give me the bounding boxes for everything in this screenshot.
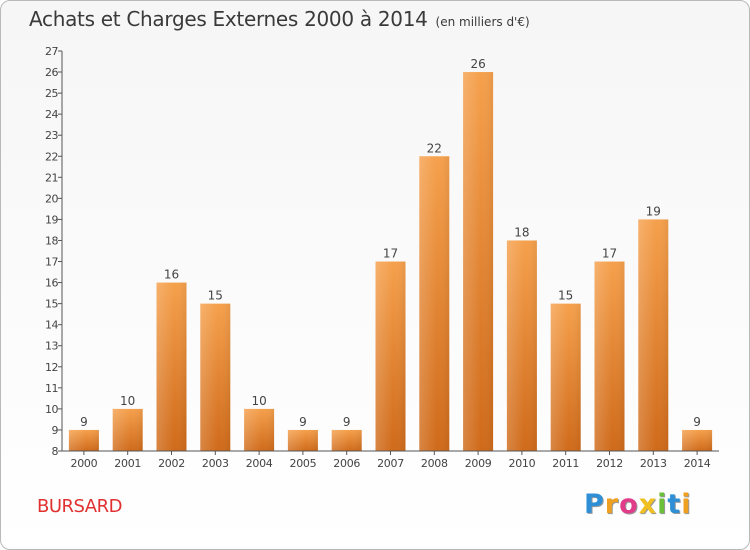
bar-value-label: 10 — [251, 394, 266, 408]
logo-letter: i — [681, 489, 692, 520]
bar-value-label: 15 — [208, 289, 223, 303]
x-tick-label: 2004 — [246, 457, 273, 470]
bar-value-label: 9 — [693, 415, 701, 429]
x-tick-label: 2010 — [509, 457, 536, 470]
bar-shine-2004 — [244, 408, 275, 451]
bar-shine-2010 — [506, 240, 537, 451]
logo-letter: P — [584, 489, 605, 520]
bar-shine-2012 — [594, 261, 625, 451]
bar-value-label: 17 — [602, 247, 617, 261]
bar-shine-2013 — [638, 219, 669, 451]
bar-shine-2001 — [112, 408, 143, 451]
bar-shine-2014 — [682, 429, 713, 451]
y-tick-label: 17 — [45, 256, 58, 269]
y-tick-label: 15 — [45, 298, 58, 311]
x-tick-label: 2007 — [377, 457, 404, 470]
x-tick-label: 2000 — [71, 457, 98, 470]
chart-title: Achats et Charges Externes 2000 à 2014 (e… — [29, 7, 530, 31]
x-tick-label: 2014 — [684, 457, 711, 470]
logo-letter: r — [604, 489, 620, 520]
bar-value-label: 10 — [120, 394, 135, 408]
x-tick-label: 2008 — [421, 457, 448, 470]
bar-shine-2005 — [287, 429, 318, 451]
y-tick-label: 8 — [52, 445, 59, 458]
bar-value-label: 9 — [299, 415, 307, 429]
x-tick-label: 2006 — [333, 457, 360, 470]
y-axis: 8 9 10 11 12 13 14 15 16 17 18 19 20 21 22 23 24 25 26 27 — [45, 45, 63, 458]
logo-letter: o — [619, 489, 639, 520]
bar-shine-2009 — [463, 72, 494, 451]
x-tick-label: 2001 — [114, 457, 141, 470]
bar-shine-2008 — [419, 156, 450, 451]
y-tick-label: 23 — [45, 129, 58, 142]
bar-value-label: 18 — [514, 225, 529, 239]
bar-value-label: 9 — [343, 415, 351, 429]
y-tick-label: 19 — [45, 213, 58, 226]
y-tick-label: 21 — [45, 171, 58, 184]
y-tick-label: 18 — [45, 234, 58, 247]
bar-shine-2011 — [550, 303, 581, 451]
x-tick-label: 2003 — [202, 457, 229, 470]
bar-shine-2000 — [68, 429, 99, 451]
bar-value-label: 22 — [427, 141, 442, 155]
x-tick-label: 2011 — [552, 457, 579, 470]
chart-subtitle: (en milliers d'€) — [435, 15, 530, 29]
commune-name: BURSARD — [37, 496, 122, 517]
y-tick-label: 11 — [45, 382, 58, 395]
logo-letter: x — [638, 489, 658, 520]
y-tick-label: 9 — [52, 424, 59, 437]
bar-shine-2007 — [375, 261, 406, 451]
x-axis: 2000 2001 2002 2003 2004 2005 2006 2007 2008 2009… — [62, 450, 719, 470]
bar-shine-2006 — [331, 429, 362, 451]
y-tick-label: 12 — [45, 361, 58, 374]
y-tick-label: 14 — [45, 319, 58, 332]
x-tick-label: 2013 — [640, 457, 667, 470]
x-tick-label: 2009 — [465, 457, 492, 470]
logo-letter: t — [667, 489, 682, 520]
y-tick-label: 13 — [45, 340, 58, 353]
x-tick-label: 2005 — [290, 457, 317, 470]
y-tick-label: 25 — [45, 87, 58, 100]
bar-value-label: 17 — [383, 247, 398, 261]
bars: 9 10 16 15 10 9 9 17 22 26 18 15 17 19 9 — [68, 57, 713, 451]
bar-value-label: 9 — [80, 415, 88, 429]
bar-shine-2003 — [200, 303, 231, 451]
y-tick-label: 24 — [45, 108, 58, 121]
y-tick-label: 22 — [45, 150, 58, 163]
bar-value-label: 26 — [470, 57, 485, 71]
y-tick-label: 20 — [45, 192, 58, 205]
bar-value-label: 15 — [558, 289, 573, 303]
proxiti-logo[interactable]: Proxiti — [584, 489, 692, 520]
bar-value-label: 16 — [164, 268, 179, 282]
bar-value-label: 19 — [646, 204, 661, 218]
y-tick-label: 16 — [45, 277, 58, 290]
logo-letter: i — [657, 489, 668, 520]
chart-title-text: Achats et Charges Externes 2000 à 2014 — [29, 7, 428, 31]
x-tick-label: 2012 — [596, 457, 623, 470]
x-tick-label: 2002 — [158, 457, 185, 470]
y-tick-label: 10 — [45, 403, 58, 416]
bar-shine-2002 — [156, 282, 187, 451]
y-tick-label: 26 — [45, 66, 58, 79]
y-tick-label: 27 — [45, 45, 58, 58]
